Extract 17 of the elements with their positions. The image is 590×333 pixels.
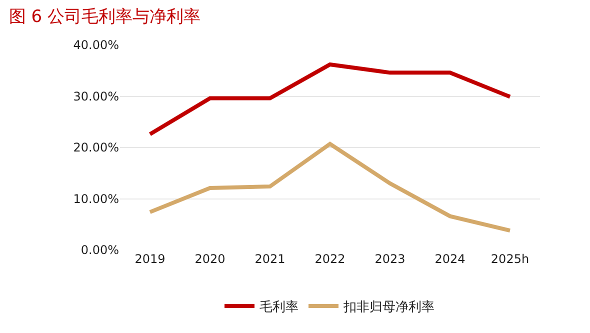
x-tick-label: 2021	[254, 252, 286, 266]
legend-label: 扣非归母净利率	[342, 299, 434, 316]
x-tick-label: 2023	[374, 252, 406, 266]
legend-label: 毛利率	[260, 299, 298, 316]
x-tick-label: 2024	[434, 252, 466, 266]
y-tick-label: 10.00%	[73, 192, 119, 206]
y-tick-label: 30.00%	[73, 89, 119, 104]
y-tick-label: 0.00%	[80, 243, 119, 258]
x-tick-label: 2025h	[490, 252, 530, 266]
line-series	[148, 142, 512, 233]
x-tick-label: 2022	[314, 252, 346, 266]
x-tick-label: 2020	[194, 252, 226, 266]
line-series	[148, 62, 512, 136]
x-tick-label: 2019	[134, 252, 166, 266]
y-tick-label: 20.00%	[73, 140, 119, 155]
chart-title: 图 6 公司毛利率与净利率	[8, 6, 200, 27]
y-tick-label: 40.00%	[73, 38, 119, 52]
